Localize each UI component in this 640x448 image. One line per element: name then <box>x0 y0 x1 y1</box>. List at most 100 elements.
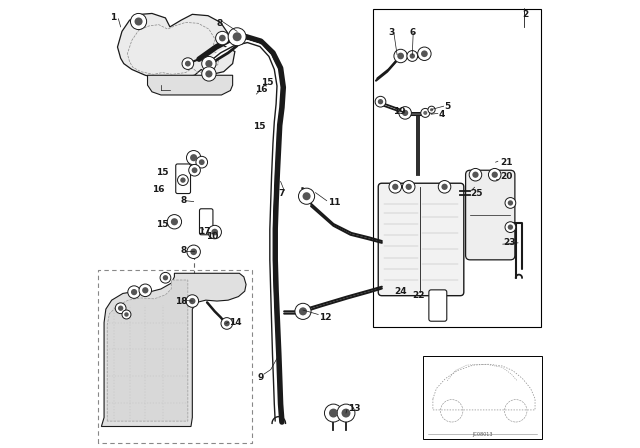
Circle shape <box>492 172 498 178</box>
Circle shape <box>118 306 124 311</box>
FancyBboxPatch shape <box>373 9 541 327</box>
Text: 2: 2 <box>522 10 529 19</box>
Circle shape <box>182 58 194 69</box>
Text: 17: 17 <box>198 227 211 236</box>
Circle shape <box>428 106 435 113</box>
Text: 7: 7 <box>279 189 285 198</box>
Circle shape <box>131 289 137 295</box>
Polygon shape <box>101 273 246 426</box>
Circle shape <box>421 108 430 117</box>
Circle shape <box>163 275 168 280</box>
Circle shape <box>205 60 212 67</box>
Polygon shape <box>107 280 188 421</box>
Text: 23: 23 <box>503 238 515 247</box>
Circle shape <box>221 318 233 329</box>
Text: 20: 20 <box>500 172 513 181</box>
Text: 9: 9 <box>257 373 264 382</box>
Text: 25: 25 <box>470 189 483 198</box>
Text: 11: 11 <box>328 198 340 207</box>
Text: 10: 10 <box>205 232 218 241</box>
Circle shape <box>124 312 129 317</box>
Circle shape <box>233 32 241 41</box>
Circle shape <box>142 287 148 293</box>
Circle shape <box>189 298 195 304</box>
Text: 24: 24 <box>394 287 406 296</box>
Text: 19: 19 <box>392 107 405 116</box>
Circle shape <box>423 111 428 115</box>
Circle shape <box>410 53 415 59</box>
Text: 13: 13 <box>348 404 360 413</box>
Polygon shape <box>147 75 232 95</box>
Circle shape <box>171 218 178 225</box>
Circle shape <box>392 184 399 190</box>
Circle shape <box>299 307 307 315</box>
Circle shape <box>438 181 451 193</box>
Text: 22: 22 <box>412 291 425 300</box>
Circle shape <box>196 156 207 168</box>
Circle shape <box>190 154 197 161</box>
Text: 12: 12 <box>319 313 332 322</box>
Circle shape <box>406 184 412 190</box>
Circle shape <box>430 108 433 112</box>
Circle shape <box>505 198 516 208</box>
Circle shape <box>375 96 386 107</box>
Circle shape <box>139 284 152 297</box>
Circle shape <box>186 151 201 165</box>
Circle shape <box>394 49 408 63</box>
Circle shape <box>418 47 431 60</box>
Circle shape <box>389 181 401 193</box>
Text: 5: 5 <box>445 102 451 111</box>
Circle shape <box>228 28 246 46</box>
Text: 8: 8 <box>180 196 186 205</box>
FancyBboxPatch shape <box>465 170 515 260</box>
FancyBboxPatch shape <box>378 183 464 296</box>
Text: 18: 18 <box>175 297 188 306</box>
Circle shape <box>337 404 355 422</box>
Text: 4: 4 <box>439 110 445 119</box>
Circle shape <box>216 31 229 45</box>
Circle shape <box>508 224 513 230</box>
Text: 8: 8 <box>180 246 186 255</box>
Circle shape <box>208 225 221 239</box>
Circle shape <box>191 167 198 173</box>
Circle shape <box>190 248 197 255</box>
Circle shape <box>131 13 147 30</box>
Circle shape <box>402 110 408 116</box>
Circle shape <box>128 286 140 298</box>
Circle shape <box>329 409 338 418</box>
Text: 15: 15 <box>156 168 169 177</box>
Text: 15: 15 <box>156 220 169 229</box>
Circle shape <box>134 17 143 26</box>
Circle shape <box>122 310 131 319</box>
Circle shape <box>508 200 513 206</box>
Circle shape <box>303 192 310 200</box>
Text: 6: 6 <box>410 28 416 37</box>
Circle shape <box>167 215 182 229</box>
FancyBboxPatch shape <box>200 209 213 235</box>
Text: 3: 3 <box>388 28 394 37</box>
Circle shape <box>295 303 311 319</box>
Polygon shape <box>118 13 235 78</box>
Circle shape <box>115 303 126 314</box>
Circle shape <box>185 61 191 66</box>
FancyBboxPatch shape <box>429 290 447 321</box>
Circle shape <box>202 56 216 71</box>
Text: 1: 1 <box>110 13 116 22</box>
Text: 14: 14 <box>230 318 242 327</box>
Circle shape <box>505 222 516 233</box>
Circle shape <box>403 181 415 193</box>
Circle shape <box>202 67 216 81</box>
Circle shape <box>187 245 200 258</box>
Circle shape <box>189 164 200 176</box>
Circle shape <box>298 188 315 204</box>
Circle shape <box>397 52 404 59</box>
Text: 16: 16 <box>152 185 164 194</box>
Circle shape <box>205 70 212 78</box>
Circle shape <box>186 295 198 307</box>
Circle shape <box>399 107 412 119</box>
Circle shape <box>180 177 186 183</box>
Circle shape <box>177 175 188 185</box>
Text: 16: 16 <box>255 85 268 94</box>
Text: 21: 21 <box>500 158 513 167</box>
Text: 8: 8 <box>216 19 222 28</box>
